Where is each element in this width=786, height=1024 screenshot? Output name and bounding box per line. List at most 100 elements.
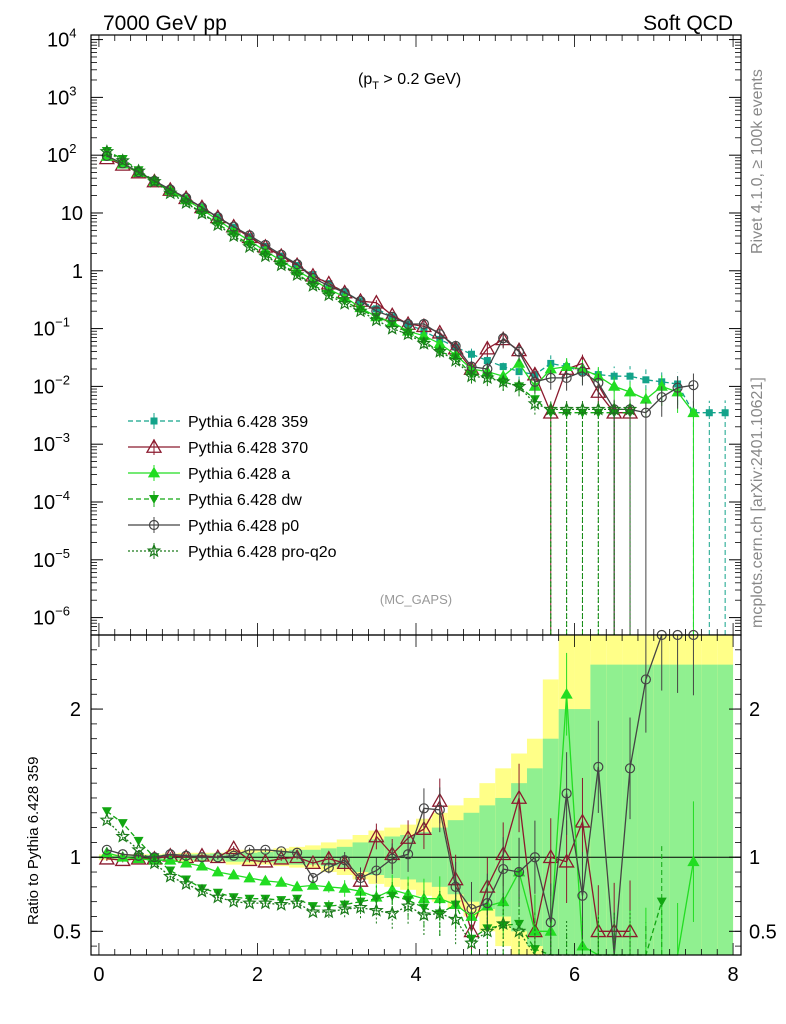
point-proq2o	[400, 326, 416, 341]
ratio-point-proq2o	[353, 899, 368, 914]
ratio-point-proq2o	[464, 935, 479, 950]
y-tick-label: 102	[47, 141, 76, 167]
point-proq2o	[258, 248, 273, 263]
point-c359	[626, 372, 634, 380]
ratio-point-a	[227, 868, 240, 880]
legend: Pythia 6.428 359 Pythia 6.428 370 Pythia 6…	[128, 413, 337, 561]
point-dw	[387, 320, 398, 330]
point-proq2o	[622, 401, 638, 416]
ratio-point-p0	[529, 852, 541, 863]
ratio-point-p0	[624, 763, 636, 774]
point-p0	[593, 377, 604, 388]
ratio-point-c370	[574, 813, 591, 828]
point-p0	[656, 392, 667, 403]
y-tick-label: 10−4	[33, 488, 70, 514]
ratio-point-p0	[165, 849, 176, 860]
point-proq2o	[369, 312, 384, 327]
ratio-point-a	[275, 876, 288, 887]
ratio-y-tick-label: 1	[70, 847, 81, 869]
band-green	[637, 664, 654, 955]
ratio-point-dw	[133, 836, 144, 846]
series-dw	[101, 147, 636, 635]
y-tick-label: 10−1	[33, 315, 70, 341]
ratio-point-p0	[244, 844, 255, 855]
ratio-point-a	[195, 859, 209, 871]
point-c359	[483, 357, 491, 365]
ratio-point-proq2o	[210, 889, 226, 904]
point-proq2o	[527, 396, 543, 410]
point-p0	[672, 382, 683, 393]
ratio-point-p0	[513, 866, 525, 878]
header-left: 7000 GeV pp	[103, 12, 227, 35]
point-proq2o	[163, 185, 178, 200]
ratio-point-c370	[257, 853, 274, 868]
point-dw	[529, 395, 540, 405]
ratio-point-p0	[434, 804, 445, 815]
series-line-dw	[106, 150, 630, 414]
ratio-point-dw	[228, 893, 239, 903]
ratio-point-p0	[276, 846, 287, 857]
ratio-point-proq2o	[147, 855, 162, 870]
ratio-point-a	[306, 879, 320, 890]
ratio-point-dw	[244, 894, 255, 904]
ratio-point-p0	[149, 852, 160, 863]
point-proq2o	[543, 401, 559, 416]
legend-marker-a	[147, 466, 161, 478]
point-p0	[117, 158, 128, 169]
ratio-series-proq2o	[99, 812, 631, 956]
ratio-point-proq2o	[337, 901, 352, 916]
point-c370	[146, 173, 163, 188]
series-a	[100, 150, 700, 635]
point-proq2o	[337, 296, 352, 310]
ratio-point-proq2o	[495, 916, 511, 931]
point-p0	[450, 340, 461, 352]
ratio-point-proq2o	[258, 895, 273, 910]
point-proq2o	[178, 195, 194, 210]
y-tick-label: 1	[72, 261, 83, 283]
point-c359	[721, 409, 729, 417]
ratio-point-dw	[260, 894, 271, 904]
point-p0	[513, 346, 525, 357]
ratio-point-p0	[561, 788, 572, 799]
ratio-point-p0	[482, 898, 493, 909]
cut-label-rest: > 0.2 GeV)	[379, 71, 461, 88]
legend-marker-p0	[148, 519, 160, 531]
point-proq2o	[115, 153, 130, 167]
point-p0	[212, 211, 223, 223]
point-proq2o	[147, 173, 162, 188]
ratio-point-proq2o	[432, 905, 448, 920]
ratio-point-proq2o	[511, 923, 527, 938]
ratio-point-proq2o	[194, 883, 210, 898]
ratio-point-dw	[292, 894, 303, 904]
ratio-point-p0	[387, 853, 398, 864]
point-p0	[529, 376, 541, 387]
band-green	[653, 664, 670, 955]
ratio-point-p0	[498, 863, 509, 875]
series-proq2o	[99, 144, 638, 635]
point-p0	[577, 366, 588, 377]
ratio-point-c370	[273, 850, 290, 865]
y-tick-label: 10−5	[33, 546, 70, 572]
ratio-point-proq2o	[163, 868, 178, 883]
point-proq2o	[464, 368, 479, 383]
ratio-point-dw	[117, 819, 128, 829]
point-a	[623, 385, 637, 397]
ratio-panel: 0.5 0.5 1 1 2 2 0 2 4 6 8 Ratio to Pythia 6.428 35…	[25, 629, 777, 986]
ratio-point-a	[211, 865, 224, 877]
point-proq2o	[495, 374, 511, 389]
ratio-point-a	[322, 880, 335, 892]
legend-item-c359: Pythia 6.428 359	[128, 413, 308, 431]
y-tick-label: 10−2	[33, 372, 70, 398]
point-a	[639, 392, 652, 404]
ratio-point-proq2o	[115, 828, 130, 843]
ratio-point-p0	[339, 855, 350, 866]
ratio-point-c370	[368, 828, 385, 843]
series-line-a	[106, 155, 694, 414]
point-dw	[260, 250, 271, 260]
ratio-line-p0	[106, 634, 694, 956]
cut-label-open: (p	[358, 71, 372, 88]
ratio-point-p0	[640, 674, 651, 685]
legend-item-c370: Pythia 6.428 370	[128, 438, 308, 457]
point-dw	[355, 305, 366, 315]
